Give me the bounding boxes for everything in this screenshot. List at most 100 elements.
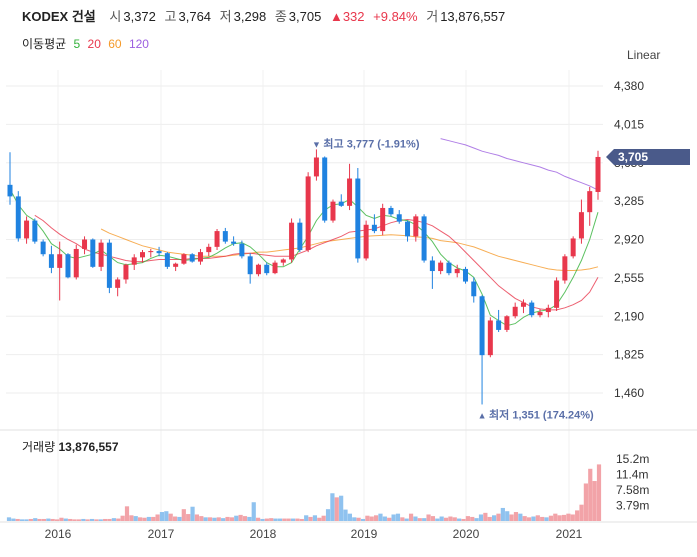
volume-bar [151, 516, 156, 521]
candle-body [578, 212, 584, 239]
volume-bar [260, 518, 265, 521]
volume-bar [269, 518, 274, 521]
volume-bar [155, 514, 160, 521]
candle-body [115, 279, 121, 288]
candle-body [15, 196, 21, 239]
volume-bar [59, 517, 64, 521]
moving-average-legend[interactable]: 이동평균 5 20 60 120 [22, 35, 153, 52]
volume-bar [430, 516, 436, 521]
volume-bar [133, 516, 138, 521]
volume-bar [98, 519, 103, 521]
volume-bar [505, 511, 510, 521]
volume-tick-label: 7.58m [616, 483, 649, 497]
price-tick-label: 3,285 [614, 194, 644, 208]
price-tick-label: 1,825 [614, 348, 644, 362]
candle-body [189, 254, 195, 262]
time-tick-label: 2016 [45, 527, 72, 541]
low-value: 3,298 [233, 9, 267, 24]
candle-body [355, 178, 361, 259]
price-tick-label: 2,190 [614, 309, 644, 323]
volume-panel-title: 거래량 13,876,557 [22, 438, 119, 455]
candle-body [487, 320, 493, 356]
ma-120-label[interactable]: 120 [128, 37, 149, 51]
volume-bar [37, 518, 42, 521]
candle-body [32, 220, 38, 242]
candle-body [297, 222, 303, 251]
volume-bar [282, 518, 287, 521]
volume-bars [6, 464, 602, 521]
candle-body [48, 254, 54, 268]
candle-body [562, 256, 568, 281]
volume-bar [561, 514, 567, 521]
volume-bar [439, 516, 444, 521]
volume-bar [24, 519, 29, 521]
change-percent: +9.84% [373, 9, 418, 24]
candle-body [123, 264, 129, 280]
volume-bar [382, 516, 387, 521]
volume-bar [207, 517, 213, 521]
volume-bar [448, 516, 453, 521]
candle-body [363, 224, 369, 259]
volume-bar [465, 516, 470, 521]
candle-body [388, 207, 394, 215]
open-label: 시 [109, 9, 122, 24]
volume-bar [138, 517, 143, 521]
candle-body [512, 306, 518, 317]
ma-5-label[interactable]: 5 [73, 37, 81, 51]
volume-bar [518, 513, 523, 521]
volume-bar [28, 518, 33, 521]
candle-body [131, 257, 137, 265]
volume-bar [452, 517, 457, 521]
volume-bar [286, 518, 291, 521]
scale-mode-button[interactable]: Linear [627, 48, 661, 62]
volume-bar [548, 515, 554, 521]
price-tick-label: 1,460 [614, 386, 644, 400]
volume-bar [496, 513, 501, 521]
volume-bar [395, 513, 401, 521]
volume-bar [443, 517, 449, 521]
candle-body [421, 216, 427, 261]
volume-bar [94, 519, 99, 521]
last-price-tag [606, 148, 690, 165]
candlesticks [7, 149, 601, 405]
volume-bar [492, 515, 497, 521]
volume-bar [199, 516, 204, 521]
volume-bar [194, 514, 200, 521]
candle-body [239, 243, 245, 257]
candle-body [173, 263, 179, 267]
volume-bar [186, 514, 191, 521]
candle-body [272, 262, 278, 274]
volume-bar [369, 516, 374, 521]
candle-body [264, 264, 270, 274]
volume-bar [470, 516, 475, 521]
volume-bar [352, 517, 357, 521]
candle-body [148, 251, 154, 253]
volume-bar [120, 515, 125, 521]
volume-bar [277, 518, 283, 521]
candle-body [338, 201, 344, 206]
annotations: 3,705 ▼ 최고 3,777 (-1.91%) ▲ 최저 1,351 (174.24… [312, 136, 690, 421]
volume-bar [408, 513, 414, 521]
candle-body [413, 216, 419, 237]
ma-60-label[interactable]: 60 [108, 37, 122, 51]
volume-bar [89, 518, 95, 521]
candle-body [471, 281, 477, 297]
volume-bar [356, 517, 361, 521]
volume-bar [570, 514, 575, 521]
volume-bar [304, 515, 309, 521]
ma-20-line [34, 214, 599, 311]
volume-bar [347, 513, 352, 521]
volume-bar [33, 518, 38, 521]
volume-label: 거 [426, 9, 439, 24]
volume-bar [334, 497, 339, 521]
volume-bar [76, 519, 82, 521]
volume-bar [526, 517, 532, 521]
volume-bar [557, 515, 562, 521]
ma-20-label[interactable]: 20 [87, 37, 101, 51]
low-annotation-label: 최저 1,351 (174.24%) [489, 407, 594, 421]
volume-bar [103, 518, 108, 521]
volume-bar [299, 518, 304, 521]
volume-bar [225, 516, 230, 521]
volume-bar [540, 516, 545, 521]
